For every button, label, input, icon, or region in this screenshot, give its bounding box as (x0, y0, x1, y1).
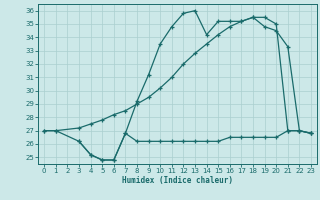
X-axis label: Humidex (Indice chaleur): Humidex (Indice chaleur) (122, 176, 233, 185)
